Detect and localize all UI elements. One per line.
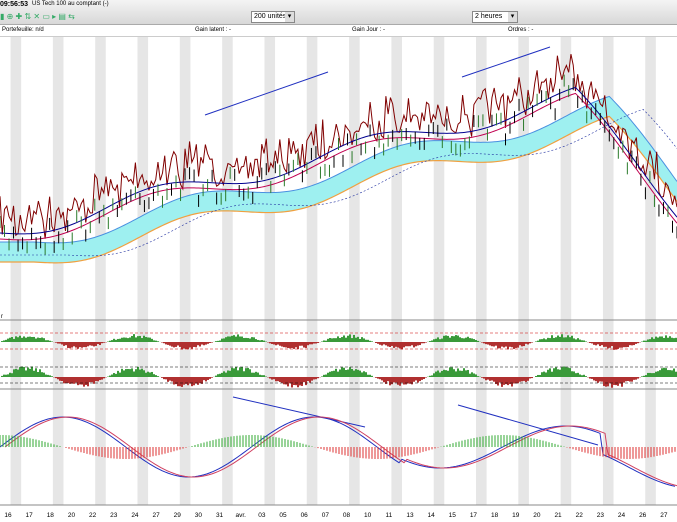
day-stripe bbox=[179, 37, 191, 505]
x-label: 24 bbox=[618, 512, 626, 519]
x-label: 11 bbox=[385, 512, 392, 519]
unrealized: Gain latent : - bbox=[195, 27, 232, 33]
x-label: 10 bbox=[364, 512, 372, 519]
x-label: avr. bbox=[235, 512, 246, 519]
trendline bbox=[204, 71, 329, 116]
x-label: 22 bbox=[576, 512, 584, 519]
interval-select[interactable]: 2 heures bbox=[472, 11, 518, 23]
trendline bbox=[457, 404, 599, 446]
x-label: 27 bbox=[152, 512, 160, 519]
day-stripe bbox=[10, 37, 22, 505]
day-stripe bbox=[137, 37, 149, 505]
x-label: 23 bbox=[597, 512, 605, 519]
x-label: 22 bbox=[89, 512, 97, 519]
x-label: 30 bbox=[195, 512, 203, 519]
orders: Ordres : - bbox=[508, 27, 534, 33]
signal-line bbox=[4, 416, 677, 487]
x-label: 06 bbox=[301, 512, 309, 519]
day-stripe bbox=[433, 37, 445, 505]
clock: 09:56:53 bbox=[0, 1, 29, 8]
x-label: 31 bbox=[216, 512, 224, 519]
day-stripe bbox=[95, 37, 106, 505]
day-stripe bbox=[264, 37, 276, 505]
day-stripe bbox=[645, 37, 656, 505]
x-label: 29 bbox=[174, 512, 182, 519]
trendline bbox=[461, 46, 551, 78]
x-label: 24 bbox=[131, 512, 139, 519]
x-label: 14 bbox=[428, 512, 436, 519]
info-bar: Portefeuille: n/d Gain latent : - Gain J… bbox=[0, 25, 677, 37]
day-stripe bbox=[476, 37, 487, 505]
panel-label: r bbox=[1, 314, 3, 320]
span-b bbox=[0, 115, 677, 264]
x-label: 16 bbox=[4, 512, 12, 519]
x-label: 08 bbox=[343, 512, 351, 519]
day-stripe bbox=[306, 37, 318, 505]
day-stripe bbox=[52, 37, 64, 505]
toolbar: 09:56:53 US Tech 100 au comptant (-) ▮ ⊕… bbox=[0, 0, 677, 25]
x-label: 20 bbox=[68, 512, 76, 519]
day-stripe bbox=[222, 37, 233, 505]
lagging-line bbox=[0, 54, 677, 239]
day-stripe bbox=[602, 37, 614, 505]
day-stripe bbox=[518, 37, 529, 505]
x-label: 26 bbox=[639, 512, 647, 519]
day-stripe bbox=[349, 37, 360, 505]
x-label: 27 bbox=[660, 512, 668, 519]
ichimoku-cloud bbox=[0, 96, 677, 263]
x-label: 20 bbox=[533, 512, 541, 519]
quantity: 200 unités bbox=[254, 13, 287, 20]
x-label: 18 bbox=[491, 512, 499, 519]
daily: Gain Jour : - bbox=[352, 27, 386, 33]
interval: 2 heures bbox=[475, 13, 503, 20]
x-label: 17 bbox=[470, 512, 478, 519]
x-label: 19 bbox=[512, 512, 520, 519]
x-label: 21 bbox=[554, 512, 562, 519]
x-label: 23 bbox=[110, 512, 118, 519]
span-a bbox=[0, 95, 677, 244]
icons[interactable]: ▮ ⊕ ✚ ⇅ ✕ ▭ ▸ ▤ ⇆ bbox=[0, 12, 75, 21]
quantity-select[interactable]: 200 unités bbox=[251, 11, 295, 23]
chart-area: r 16 17 18 20 22 23 24 27 29 30 31 avr. 03 05 06 07 08 10… bbox=[0, 37, 677, 519]
tenkan bbox=[0, 92, 677, 241]
x-label: 18 bbox=[47, 512, 55, 519]
x-label: 07 bbox=[322, 512, 330, 519]
x-label: 05 bbox=[279, 512, 287, 519]
x-label: 17 bbox=[26, 512, 34, 519]
trendline bbox=[232, 396, 366, 428]
ma-dotted bbox=[0, 109, 677, 257]
day-stripe bbox=[560, 37, 572, 505]
instrument: US Tech 100 au comptant (-) bbox=[32, 1, 109, 7]
day-stripe bbox=[391, 37, 402, 505]
x-label: 03 bbox=[258, 512, 266, 519]
x-label: 15 bbox=[449, 512, 457, 519]
portfolio: Portefeuille: n/d bbox=[2, 27, 44, 33]
x-label: 13 bbox=[406, 512, 414, 519]
